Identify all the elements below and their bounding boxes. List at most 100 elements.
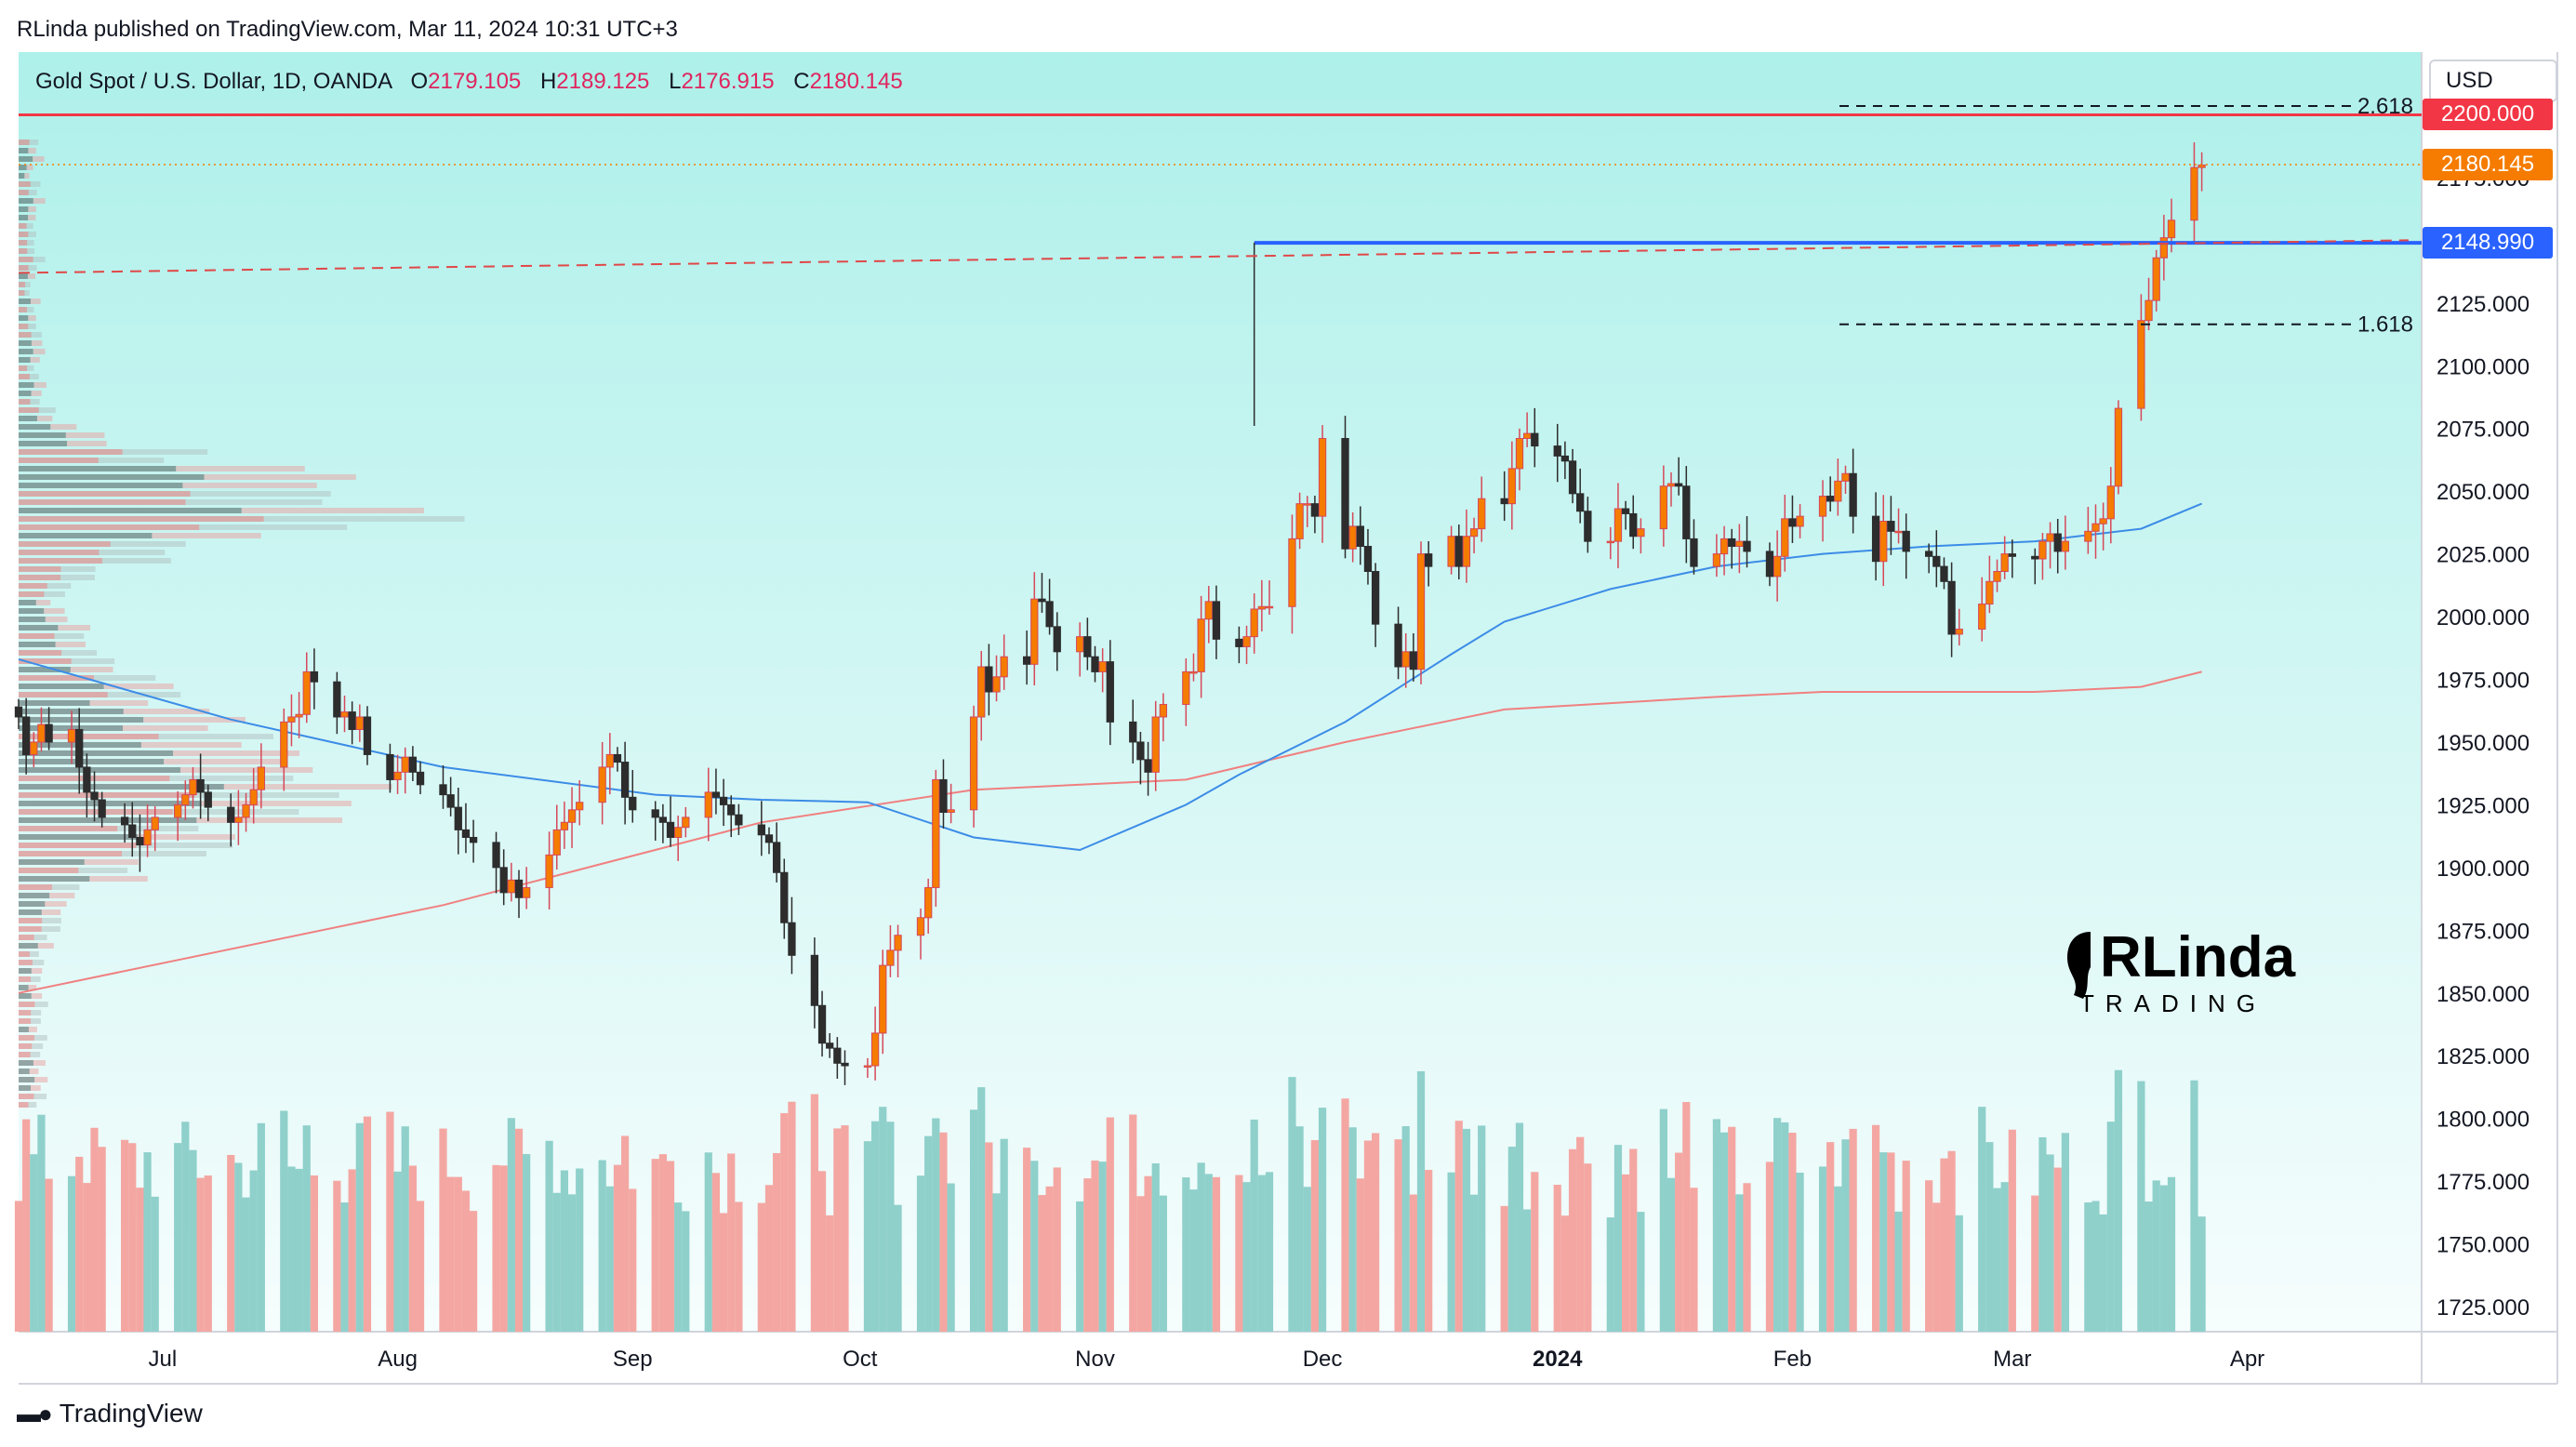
- volume-bar: [651, 1159, 659, 1332]
- bearish-candle: [1765, 551, 1774, 577]
- bullish-candle: [1796, 515, 1804, 527]
- volume-bar: [363, 1116, 372, 1332]
- volume-bar: [1341, 1098, 1349, 1332]
- volume-profile-bar: [19, 299, 31, 304]
- bearish-candle: [1621, 508, 1630, 514]
- volume-profile-bar: [33, 1094, 47, 1099]
- volume-profile-bar: [44, 608, 65, 614]
- volume-profile-bar: [30, 399, 40, 405]
- bullish-candle: [340, 711, 349, 718]
- volume-bar: [2053, 1167, 2062, 1332]
- volume-profile-bar: [19, 901, 46, 907]
- volume-profile-bar: [19, 893, 50, 898]
- volume-bar: [2144, 1201, 2153, 1332]
- volume-bar: [826, 1215, 834, 1332]
- volume-profile-bar: [19, 658, 72, 664]
- volume-bar: [682, 1211, 690, 1332]
- volume-bar: [1993, 1188, 2001, 1332]
- volume-profile-bar: [19, 474, 205, 480]
- volume-profile-bar: [19, 391, 32, 396]
- volume-profile-bar: [164, 759, 283, 764]
- bullish-candle: [1478, 498, 1486, 530]
- volume-bar: [1629, 1148, 1638, 1332]
- volume-profile-bar: [19, 1060, 33, 1066]
- volume-bar: [1613, 1145, 1623, 1332]
- volume-bar: [674, 1202, 683, 1332]
- bearish-candle: [1500, 498, 1508, 505]
- volume-bar: [629, 1188, 637, 1332]
- volume-profile-bar: [19, 960, 33, 965]
- symbol-title[interactable]: Gold Spot / U.S. Dollar, 1D, OANDA: [35, 69, 392, 94]
- volume-bar: [621, 1135, 630, 1332]
- volume-bar: [1849, 1128, 1857, 1332]
- bullish-candle: [947, 809, 955, 814]
- volume-profile-bar: [19, 985, 29, 990]
- volume-profile-bar: [152, 533, 261, 538]
- volume-bar: [204, 1175, 212, 1332]
- volume-profile-bar: [28, 324, 36, 329]
- volume-bar: [514, 1128, 524, 1332]
- volume-profile-bar: [19, 918, 43, 923]
- volume-profile-bar: [136, 843, 233, 848]
- volume-profile-bar: [41, 926, 60, 932]
- volume-bar: [227, 1154, 235, 1332]
- volume-profile-bar: [19, 600, 36, 605]
- currency-selector[interactable]: USD: [2429, 60, 2557, 102]
- tradingview-logo-icon: ▬●: [17, 1399, 53, 1427]
- bullish-candle: [1242, 636, 1251, 647]
- volume-profile-bar: [26, 165, 33, 170]
- volume-bar: [1447, 1172, 1455, 1332]
- volume-bar: [1781, 1122, 1789, 1332]
- bearish-candle: [810, 954, 819, 1006]
- bullish-candle: [1416, 553, 1426, 670]
- bearish-candle: [98, 799, 106, 818]
- volume-profile-bar: [34, 1077, 48, 1082]
- volume-profile-bar: [33, 349, 46, 354]
- bearish-candle: [333, 681, 341, 718]
- bullish-candle: [1182, 670, 1190, 705]
- volume-profile-bar: [19, 617, 46, 622]
- bullish-candle: [37, 724, 46, 743]
- volume-profile-bar: [26, 223, 33, 229]
- bearish-candle: [439, 784, 447, 796]
- bearish-candle: [658, 816, 668, 823]
- volume-profile-bar: [223, 784, 392, 790]
- bearish-candle: [310, 670, 319, 683]
- volume-profile-bar: [34, 1002, 48, 1007]
- bullish-candle: [1993, 570, 2001, 582]
- volume-profile-bar: [241, 508, 424, 513]
- volume-bar: [37, 1114, 46, 1332]
- volume-profile-bar: [27, 248, 35, 254]
- volume-profile-bar: [33, 156, 45, 162]
- volume-bar: [1947, 1150, 1956, 1332]
- bullish-candle: [2198, 164, 2206, 168]
- bearish-candle: [620, 762, 630, 798]
- y-tick-label: 1825.000: [2437, 1044, 2530, 1069]
- volume-bar: [1151, 1163, 1160, 1332]
- bullish-candle: [1773, 555, 1782, 577]
- volume-profile-bar: [19, 767, 180, 773]
- bullish-candle: [545, 854, 553, 888]
- volume-bar: [408, 1165, 417, 1332]
- footer-brand[interactable]: ▬● TradingView: [17, 1399, 203, 1428]
- volume-profile-bar: [19, 667, 71, 672]
- bearish-candle: [2008, 553, 2016, 557]
- bullish-candle: [1303, 503, 1311, 506]
- bearish-candle: [1902, 530, 1910, 552]
- volume-profile-bar: [19, 432, 66, 438]
- volume-bar: [2106, 1122, 2115, 1332]
- bullish-candle: [1720, 538, 1729, 555]
- volume-bar: [1796, 1172, 1804, 1332]
- bullish-candle: [393, 771, 402, 780]
- volume-profile-bar: [28, 148, 36, 153]
- volume-profile-bar: [19, 1077, 35, 1082]
- volume-bar: [1666, 1177, 1676, 1332]
- bullish-candle: [1295, 503, 1304, 539]
- volume-bar: [2091, 1201, 2100, 1332]
- volume-profile-bar: [19, 416, 37, 421]
- volume-profile-bar: [19, 466, 177, 471]
- volume-profile-bar: [32, 1043, 44, 1049]
- bullish-candle: [174, 803, 182, 818]
- x-tick-label: Sep: [613, 1347, 653, 1372]
